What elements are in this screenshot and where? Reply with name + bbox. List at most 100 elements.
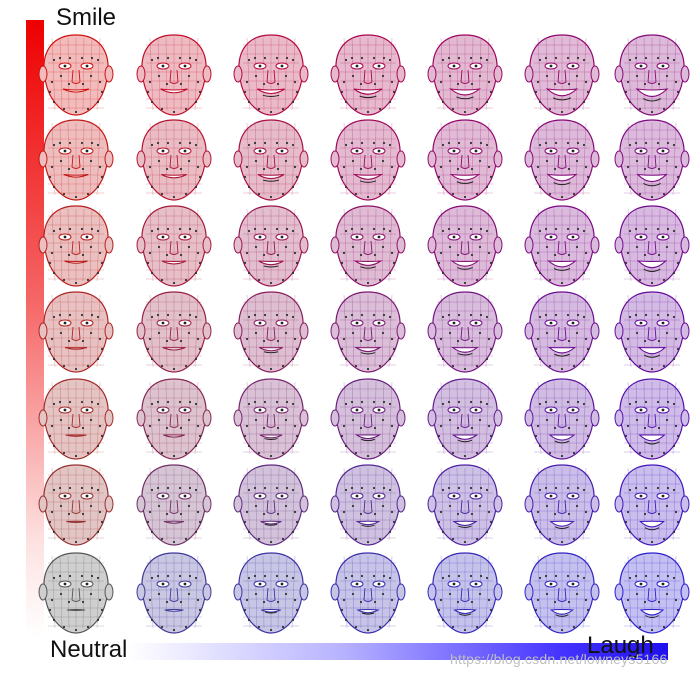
landmark-dot (644, 313, 648, 317)
landmark-dot (489, 520, 493, 524)
landmark-dot (50, 80, 54, 84)
landmark-dot (291, 185, 295, 189)
pupil (280, 494, 284, 498)
landmark-dot (437, 434, 441, 438)
landmark-dot (342, 80, 346, 84)
landmark-dot (52, 271, 56, 275)
landmark-dot (672, 444, 676, 448)
landmark-dot (676, 90, 680, 94)
mouth (452, 520, 478, 526)
landmark-dot (439, 598, 443, 602)
landmark-dot (582, 402, 586, 406)
mesh-line (157, 37, 161, 111)
ear (202, 150, 212, 168)
ear (614, 495, 624, 513)
landmark-dot (58, 486, 62, 490)
landmark-dot (485, 229, 489, 233)
landmark-dot (451, 364, 455, 368)
mouth (64, 346, 88, 350)
face-mesh (427, 464, 503, 546)
pupil (161, 582, 165, 586)
teeth-line (359, 180, 377, 183)
mesh-line (187, 294, 191, 368)
ear (396, 322, 406, 340)
landmark-dot (567, 512, 571, 516)
landmark-dot (447, 141, 451, 145)
face-mesh (330, 291, 406, 373)
landmark-dot (644, 227, 648, 231)
landmark-dot (485, 271, 489, 275)
teeth-line (457, 267, 473, 270)
landmark-dot (165, 167, 169, 171)
mouth (354, 346, 382, 353)
teeth-line (642, 98, 662, 102)
ear (299, 322, 309, 340)
landmark-dot (560, 281, 564, 285)
landmark-dot (150, 143, 154, 147)
landmark-dot (479, 486, 483, 490)
landmark-dot (80, 400, 84, 404)
landmark-dot (485, 100, 489, 104)
landmark-dot (372, 56, 376, 60)
teeth-line (644, 527, 660, 531)
landmark-dot (148, 337, 152, 341)
mesh-line (82, 37, 85, 111)
landmark-dot (67, 82, 71, 86)
landmark-dot (48, 434, 52, 438)
mouth (549, 608, 575, 615)
landmark-dot (437, 520, 441, 524)
mouth (164, 608, 184, 612)
landmark-dot (676, 347, 680, 351)
landmark-dot (638, 278, 642, 282)
landmark-dot (247, 488, 251, 492)
landmark-dot (198, 261, 202, 265)
landmark-dot (576, 227, 580, 231)
landmark-dot (382, 400, 386, 404)
landmark-dot (269, 628, 273, 632)
mesh-line (665, 122, 669, 196)
landmark-dot (560, 454, 564, 458)
landmark-dot (485, 618, 489, 622)
landmark-dot (485, 58, 489, 62)
mouth (257, 88, 285, 95)
mesh-line (359, 467, 362, 541)
landmark-dot (59, 159, 63, 163)
mesh-line (471, 467, 474, 541)
mesh-line (51, 122, 56, 196)
landmark-dot (81, 426, 85, 430)
nose (557, 499, 567, 514)
mesh-line (374, 208, 377, 282)
landmark-dot (96, 444, 100, 448)
landmark-dot (381, 74, 385, 78)
landmark-dot (86, 625, 90, 629)
pupil (377, 235, 381, 239)
landmark-dot (156, 227, 160, 231)
landmark-dot (178, 56, 182, 60)
mesh-line (291, 122, 296, 196)
mesh-line (180, 467, 183, 541)
landmark-dot (350, 486, 354, 490)
landmark-dot (243, 608, 247, 612)
mouth (163, 520, 185, 524)
mouth (355, 520, 381, 526)
landmark-dot (166, 574, 170, 578)
landmark-dot (624, 261, 628, 265)
landmark-dot (276, 512, 280, 516)
landmark-dot (372, 313, 376, 317)
landmark-dot (68, 574, 72, 578)
mesh-line (440, 208, 445, 282)
landmark-dot (672, 576, 676, 580)
landmark-dot (643, 339, 647, 343)
teeth-line (643, 182, 661, 187)
landmark-dot (293, 80, 297, 84)
mesh-line (82, 467, 85, 541)
landmark-dot (344, 444, 348, 448)
landmark-dot (666, 486, 670, 490)
landmark-dot (544, 574, 548, 578)
landmark-dot (254, 504, 258, 508)
mesh-line (59, 294, 63, 368)
landmark-dot (382, 574, 386, 578)
landmark-dot (245, 251, 249, 255)
landmark-dot (584, 251, 588, 255)
mesh-line (388, 208, 393, 282)
